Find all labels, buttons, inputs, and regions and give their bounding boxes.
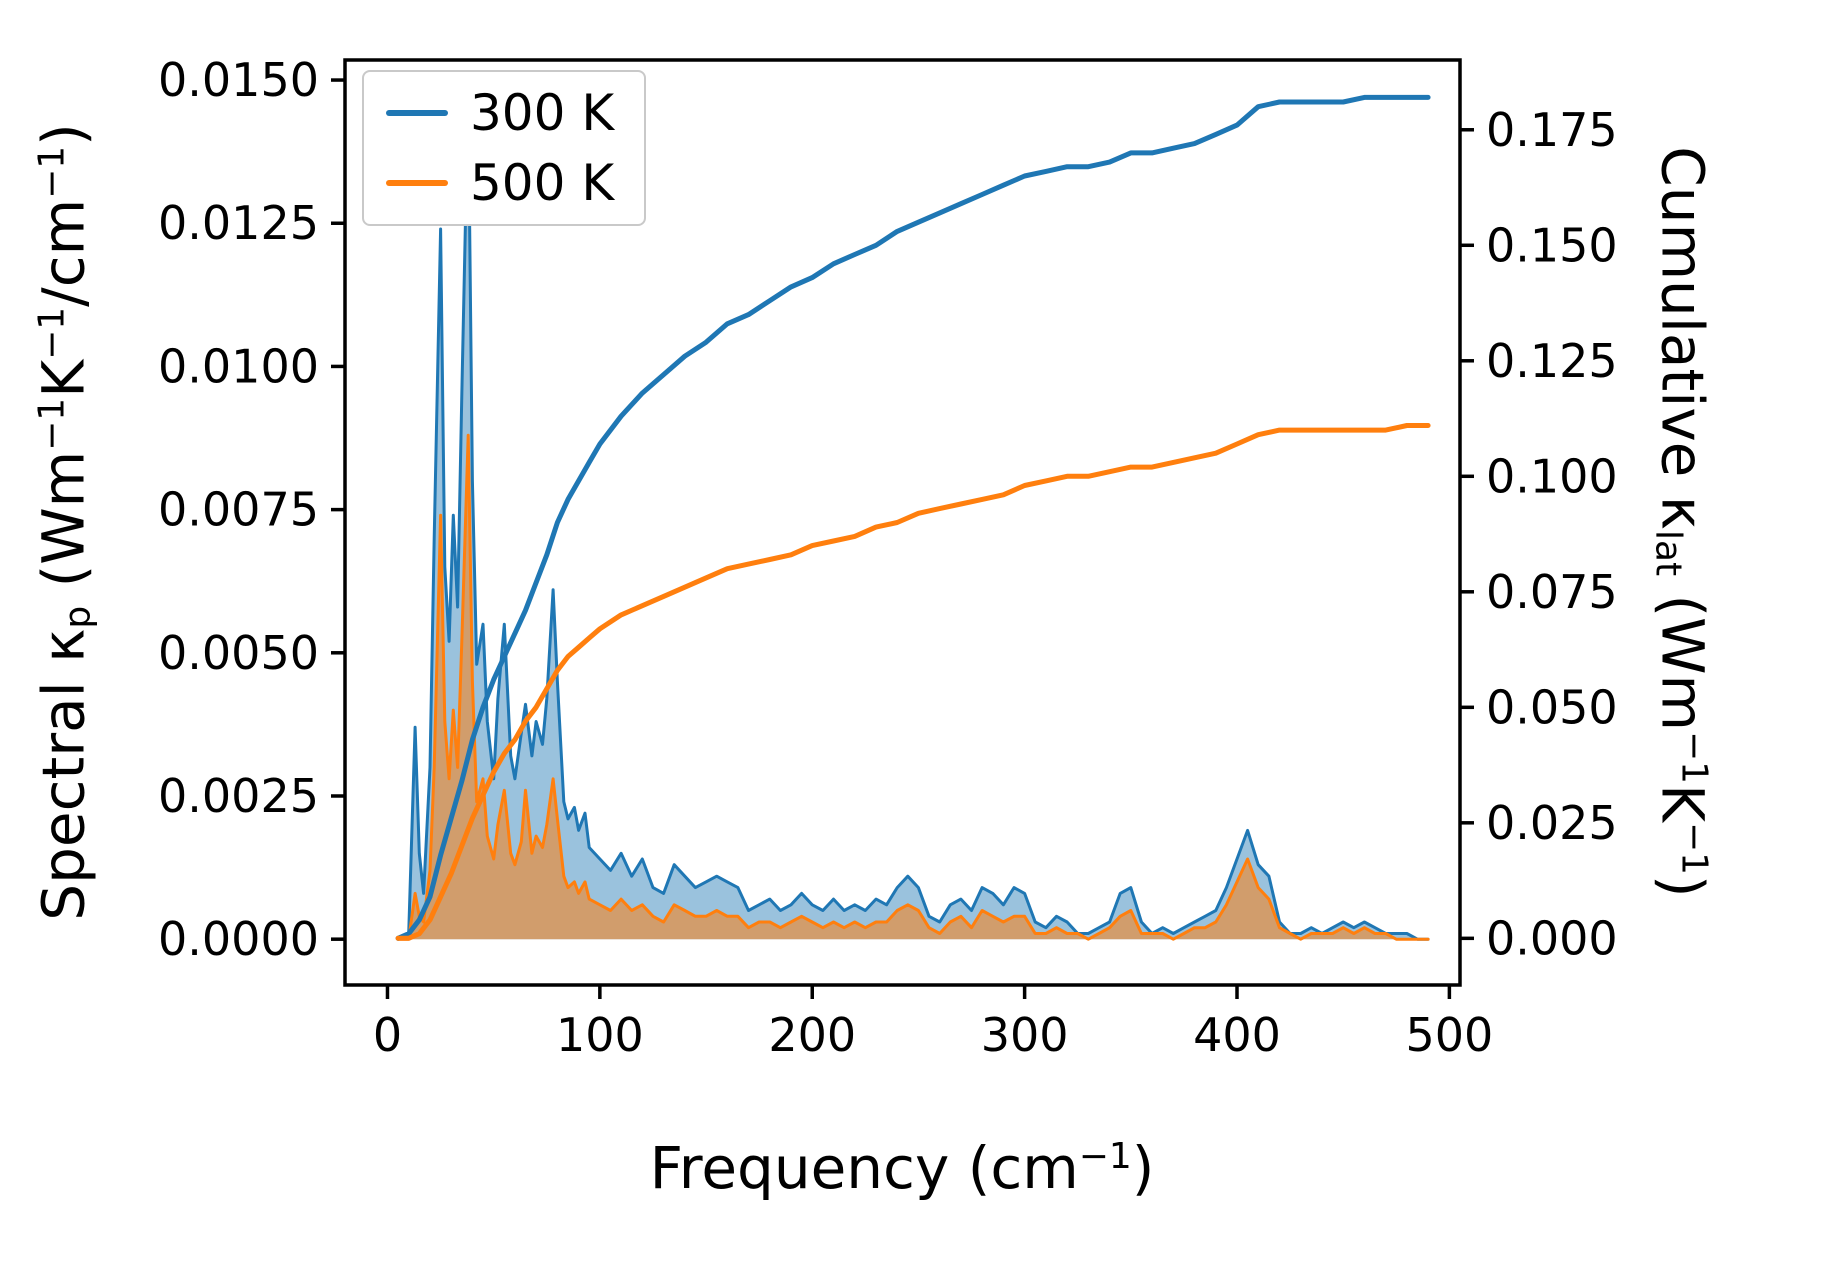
plot-border [343,58,1462,987]
plot-series-group [395,90,1431,941]
y-left-tick-label: 0.0050 [158,626,319,680]
line-300-k-cumulative [395,94,1431,941]
legend-entry-500k: 500 K [386,158,614,208]
legend-entry-300k: 300 K [386,88,614,138]
y-left-tick-label: 0.0150 [158,53,319,107]
x-tick-label: 400 [1193,1008,1281,1062]
y-left-tick-label: 0.0100 [158,339,319,393]
outline-500-k-spectral [396,433,1430,941]
legend-swatch-500k [386,180,448,186]
y-left-tick-label: 0.0025 [158,769,319,823]
y-right-tick-label: 0.175 [1486,103,1618,157]
y-axis-title-right: Cumulative κlat (Wm−1K−1) [1647,146,1717,898]
legend-label-500k: 500 K [470,154,615,212]
y-right-tick-label: 0.150 [1486,218,1618,272]
y-right-tick-label: 0.125 [1486,334,1618,388]
x-tick-label: 0 [373,1008,402,1062]
y-left-tick-label: 0.0000 [158,912,319,966]
x-tick-label: 500 [1405,1008,1493,1062]
y-left-tick-label: 0.0075 [158,483,319,537]
x-axis-title: Frequency (cm−1) [649,1134,1155,1202]
y-right-tick-label: 0.050 [1486,680,1618,734]
line-500-k-cumulative [395,423,1431,941]
y-right-tick-label: 0.025 [1486,796,1618,850]
y-right-tick-label: 0.075 [1486,565,1618,619]
legend: 300 K 500 K [362,70,647,226]
legend-label-300k: 300 K [470,84,615,142]
y-left-tick-label: 0.0125 [158,196,319,250]
y-axis-title-left: Spectral κp (Wm−1K−1/cm−1) [29,123,99,921]
area-500-k-spectral [398,435,1429,940]
x-tick-label: 200 [768,1008,856,1062]
x-tick-label: 100 [556,1008,644,1062]
y-right-tick-label: 0.100 [1486,449,1618,503]
legend-swatch-300k [386,110,448,116]
x-tick-label: 300 [981,1008,1069,1062]
outline-300-k-spectral [396,90,1430,941]
y-right-tick-label: 0.000 [1486,911,1618,965]
